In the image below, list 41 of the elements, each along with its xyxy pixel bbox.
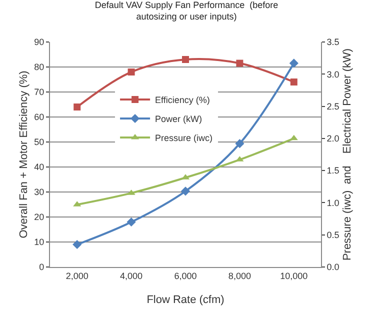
y-tick-label: 10 bbox=[34, 237, 44, 248]
point bbox=[290, 134, 298, 140]
point bbox=[128, 68, 135, 76]
y2-tick-label: 3.5 bbox=[326, 37, 340, 48]
legend-label: Efficiency (%) bbox=[155, 95, 210, 106]
legend-label: Power (kW) bbox=[155, 114, 202, 124]
point bbox=[289, 58, 298, 68]
point bbox=[236, 60, 244, 67]
y-tick-label: 90 bbox=[34, 37, 44, 48]
x-tick-label: 6,000 bbox=[174, 270, 197, 281]
y-tick-label: 50 bbox=[34, 137, 44, 148]
point bbox=[72, 240, 82, 250]
point bbox=[290, 78, 298, 86]
y-tick-label: 70 bbox=[34, 87, 44, 98]
chart-title: Default VAV Supply Fan Performance (before autosizing or user inputs) bbox=[94, 0, 278, 22]
y-tick-label: 0 bbox=[39, 262, 44, 272]
x-tick-label: 4,000 bbox=[120, 270, 143, 281]
y2-tick-label: 0.5 bbox=[326, 230, 340, 240]
point bbox=[126, 217, 136, 227]
x-tick-label: 2,000 bbox=[66, 270, 88, 281]
x-axis-title: Flow Rate (cfm) bbox=[146, 294, 224, 306]
y2-tick-label: 3.0 bbox=[326, 69, 340, 80]
y-tick-label: 80 bbox=[34, 62, 44, 72]
point bbox=[74, 104, 81, 110]
point bbox=[182, 56, 189, 63]
x-tick-label: 8,000 bbox=[228, 270, 251, 281]
x-tick-label: 10,000 bbox=[280, 270, 308, 281]
legend-label: Pressure (iwc) bbox=[155, 133, 213, 144]
y-tick-label: 30 bbox=[34, 187, 44, 198]
y2-tick-label: 1.0 bbox=[326, 198, 340, 208]
y2-tick-label: 2.5 bbox=[326, 101, 340, 112]
point bbox=[180, 186, 190, 196]
y2-tick-label: 0.0 bbox=[326, 262, 340, 272]
y2-tick-label: 1.5 bbox=[326, 166, 340, 176]
y-axis-title: Overall Fan + Motor Efficiency (%) bbox=[18, 70, 30, 238]
point bbox=[235, 139, 244, 148]
y-tick-label: 40 bbox=[34, 162, 44, 172]
y-tick-label: 20 bbox=[34, 212, 44, 222]
y-tick-label: 60 bbox=[34, 112, 44, 122]
y2-tick-label: 2.0 bbox=[326, 134, 340, 144]
y2-axis-title: Pressure (iwc) and Electrical Power (kW) bbox=[342, 48, 354, 261]
